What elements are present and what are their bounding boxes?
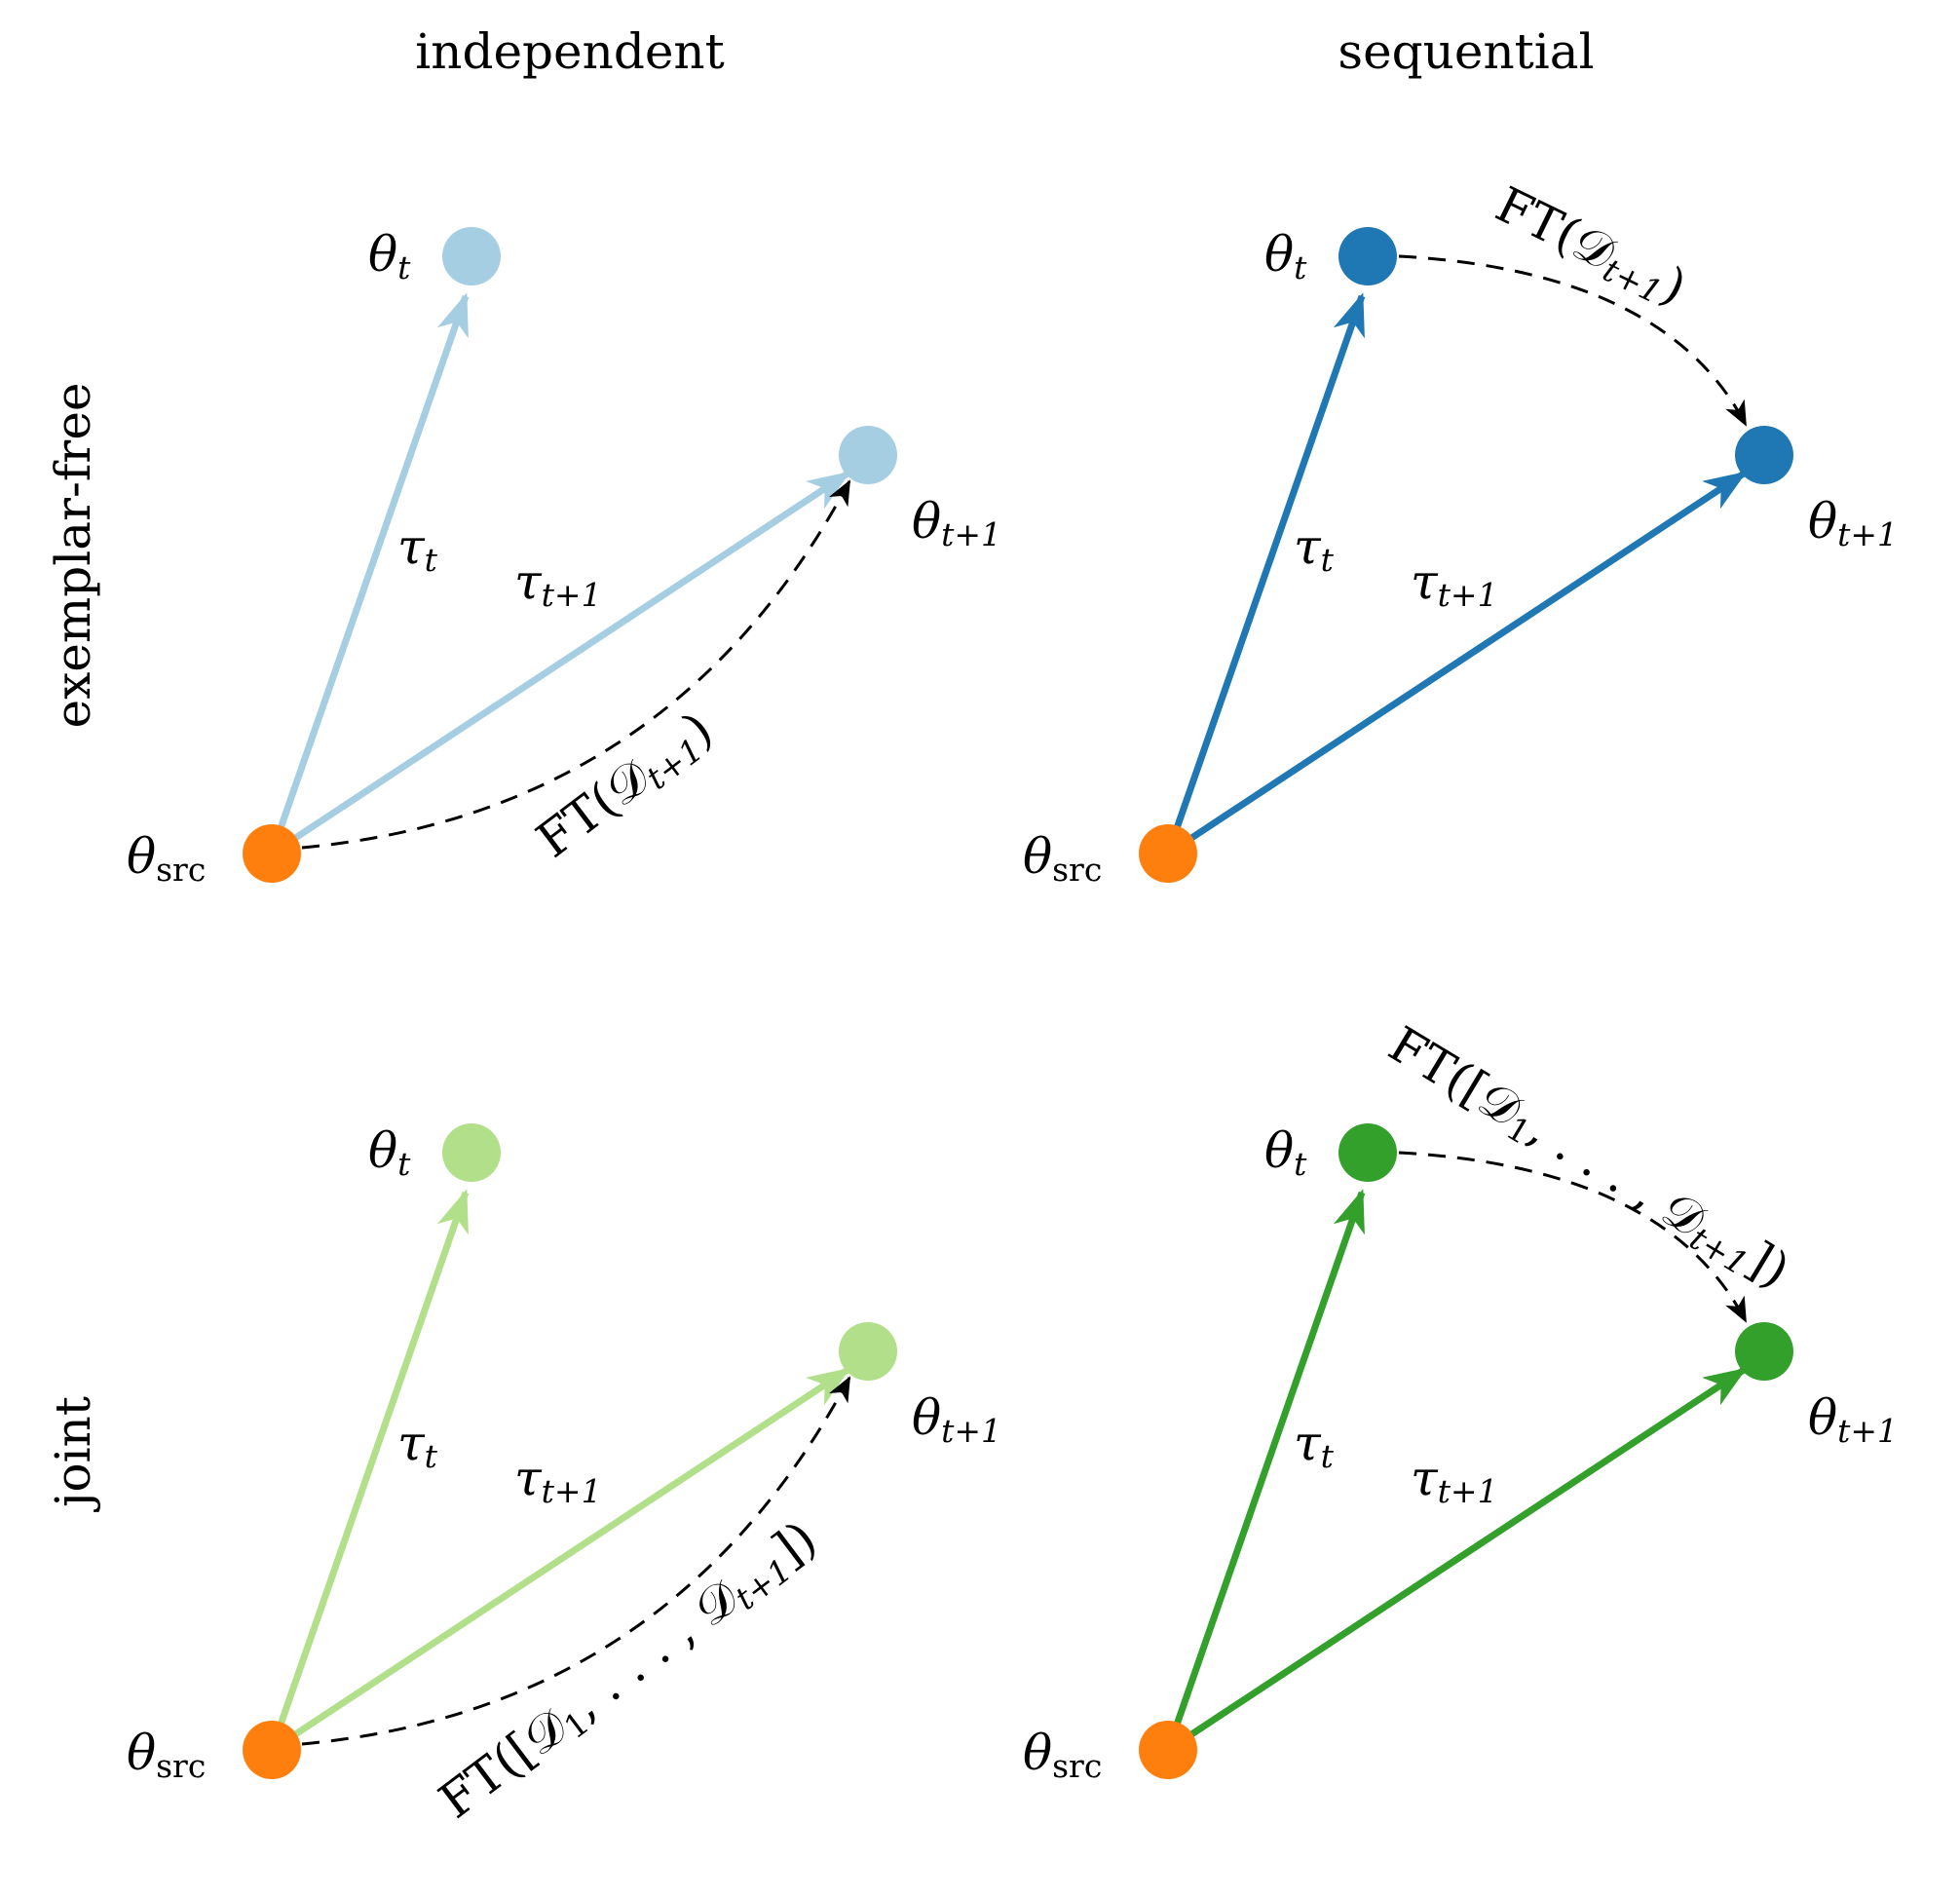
theta-t1-label: θt+1 [912,493,1001,553]
theta-t-node [1338,227,1397,285]
tau-t1-label: τt+1 [514,553,602,614]
theta-t-label: θt [1264,1122,1307,1183]
theta-src-label: θsrc [127,1725,206,1785]
panel-independent-joint: θsrc θt θt+1 τt τt+1 FT([𝒟1, . . . , 𝒟t+… [127,1122,1001,1833]
panel-independent-exemplar-free: θsrc θt θt+1 τt τt+1 FT(𝒟t+1) [127,226,1001,889]
row-header-exemplar-free: exemplar-free [45,383,101,729]
row-header-joint: joint [45,1396,101,1512]
column-header-independent: independent [415,23,724,80]
theta-t-label: θt [1264,226,1307,286]
tau-t-label: τt [1294,1415,1335,1475]
finetune-dashed-arrow [1398,254,1748,427]
tau-t-label: τt [1294,518,1335,579]
theta-t-label: θt [368,1122,411,1183]
theta-src-label: θsrc [1023,1725,1102,1785]
theta-src-node [243,824,301,883]
theta-t1-node [1735,426,1793,484]
theta-t1-node [1735,1322,1793,1381]
finetune-dashed-arrow [301,1376,851,1746]
theta-t-node [442,1123,501,1182]
tau-t1-arrow [1166,1367,1748,1753]
tau-t-label: τt [397,1415,438,1475]
theta-t-node [442,227,501,285]
finetune-label: FT(𝒟t+1) [526,702,725,872]
theta-t-node [1338,1123,1397,1182]
tau-t-arrow [1164,292,1366,855]
tau-t-label: τt [397,518,438,579]
theta-src-label: θsrc [127,828,206,889]
finetune-dashed-arrow [1398,1151,1748,1323]
finetune-label: FT([𝒟1, . . . , 𝒟t+1]) [429,1510,829,1833]
theta-t1-label: θt+1 [912,1389,1001,1450]
finetune-label: FT([𝒟1, . . . , 𝒟t+1]) [1377,1016,1799,1303]
tau-t1-label: τt+1 [1411,1450,1498,1510]
tau-t1-label: τt+1 [514,1450,602,1510]
theta-src-label: θsrc [1023,828,1102,889]
tau-t1-arrow [270,1367,851,1753]
tau-t-arrow [268,1189,470,1752]
theta-src-node [1139,1721,1197,1779]
panel-sequential-exemplar-free: θsrc θt θt+1 τt τt+1 FT(𝒟t+1) [1023,176,1898,889]
tau-t-arrow [268,292,470,855]
theta-t1-node [839,426,897,484]
theta-src-node [243,1721,301,1779]
theta-t1-label: θt+1 [1808,493,1898,553]
theta-t-label: θt [368,226,411,286]
column-header-sequential: sequential [1338,23,1594,80]
theta-src-node [1139,824,1197,883]
panel-sequential-joint: θsrc θt θt+1 τt τt+1 FT([𝒟1, . . . , 𝒟t+… [1023,1016,1898,1785]
tau-t-arrow [1164,1189,1366,1752]
finetune-dashed-arrow [301,479,851,850]
finetune-label: FT(𝒟t+1) [1486,176,1695,320]
tau-t1-arrow [1166,471,1748,856]
theta-t1-node [839,1322,897,1381]
theta-t1-label: θt+1 [1808,1389,1898,1450]
tau-t1-arrow [270,471,851,856]
tau-t1-label: τt+1 [1411,553,1498,614]
